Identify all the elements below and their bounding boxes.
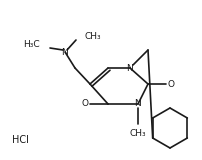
Text: N: N [61, 48, 68, 56]
Text: H₃C: H₃C [23, 40, 40, 48]
Text: CH₃: CH₃ [129, 128, 146, 137]
Text: O: O [167, 80, 174, 88]
Text: O: O [81, 100, 88, 108]
Text: CH₃: CH₃ [85, 32, 101, 40]
Text: N: N [134, 100, 141, 108]
Text: N: N [126, 64, 133, 72]
Text: HCl: HCl [12, 135, 28, 145]
